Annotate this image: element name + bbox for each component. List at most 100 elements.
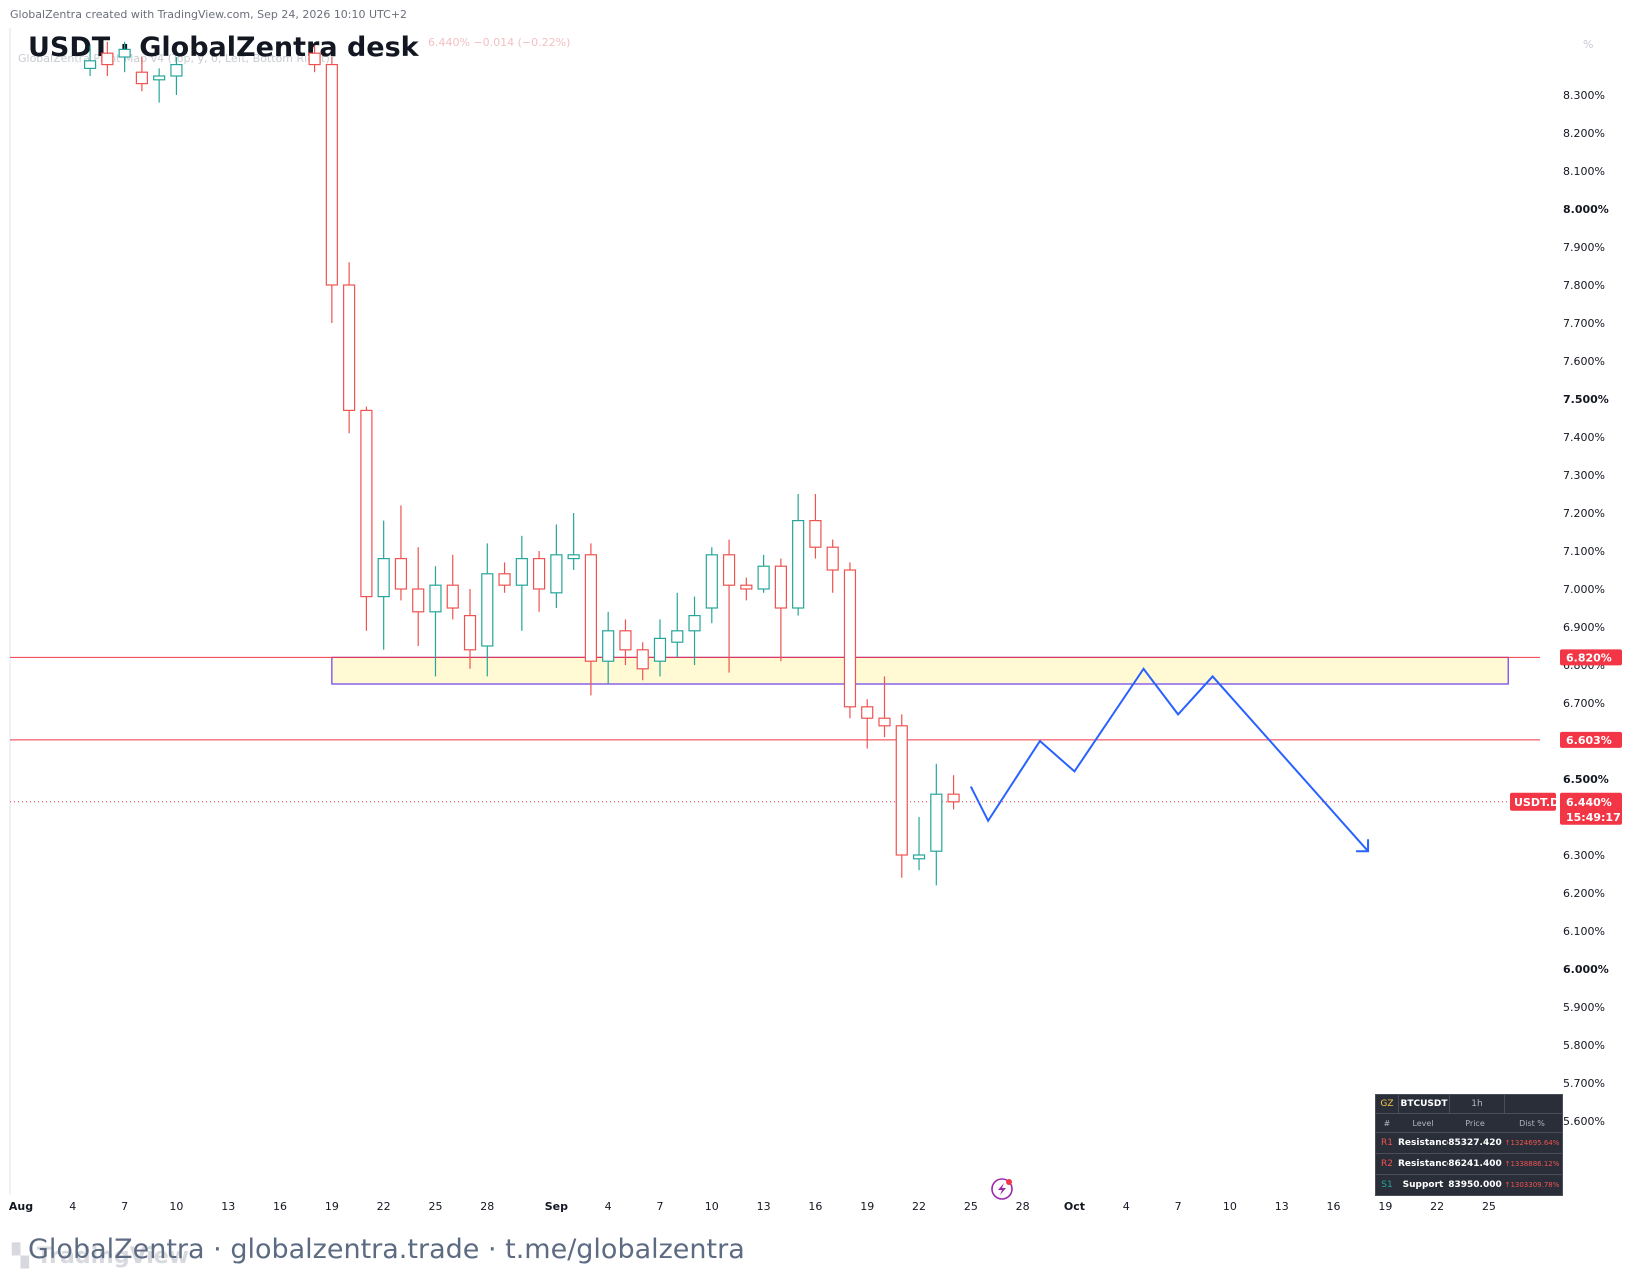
tradingview-logo: ▚ TradingView	[12, 1244, 189, 1269]
candle-body	[429, 584, 442, 613]
candle-24	[619, 619, 632, 665]
y-tick-label: 6.200%	[1563, 887, 1605, 900]
candle-body	[671, 630, 684, 643]
candle-body	[343, 284, 356, 412]
candle-body	[550, 554, 563, 594]
x-tick-label: 4	[69, 1200, 76, 1213]
candle-body	[360, 409, 373, 598]
candle-body	[930, 793, 943, 852]
candle-8	[343, 262, 356, 434]
candle-14	[446, 554, 459, 620]
y-tick-label: 5.700%	[1563, 1077, 1605, 1090]
x-tick-label: 25	[428, 1200, 442, 1213]
candle-body	[325, 63, 338, 286]
pivot-cell-id: R1	[1381, 1138, 1393, 1148]
x-tick-label: 7	[656, 1200, 663, 1213]
candle-body	[446, 584, 459, 609]
y-tick-label: 7.500%	[1563, 393, 1609, 406]
candle-body	[653, 637, 667, 662]
candle-28	[688, 596, 701, 665]
candle-layer	[83, 41, 960, 886]
x-tick-label: 4	[605, 1200, 612, 1213]
candle-body	[118, 48, 131, 58]
pivot-row-s1: S1 Support 83950.000 ↑1303309.78%	[1376, 1175, 1562, 1195]
candle-26	[653, 619, 667, 677]
time-axis[interactable]: Aug 4 7 10 13 16 19 22 25 28 Sep 4 7 10 13 16 19 22 25 28 Oc…	[9, 1200, 1496, 1213]
x-tick-label: 22	[1430, 1200, 1444, 1213]
x-tick-label: 10	[1223, 1200, 1237, 1213]
level-layer	[10, 656, 1540, 803]
y-tick-label: 7.100%	[1563, 545, 1605, 558]
symbol-tag-bg	[1510, 792, 1556, 811]
price-axis[interactable]: 8.300% 8.200% 8.100% 8.000% 7.900% 7.800% 7.70…	[1563, 89, 1609, 1128]
pivot-header-dist: Dist %	[1519, 1118, 1545, 1128]
candle-body	[584, 554, 598, 662]
symbol-tag-label: USDT.D	[1514, 796, 1559, 809]
projection-arrowhead	[1356, 839, 1370, 853]
level-tag-bg-1	[1560, 731, 1622, 748]
y-tick-label: 8.200%	[1563, 127, 1605, 140]
candle-body	[101, 52, 114, 66]
y-tick-label: 8.300%	[1563, 89, 1605, 102]
footer-links: GlobalZentra · globalzentra.trade · t.me…	[28, 1234, 745, 1265]
candle-35	[809, 494, 822, 559]
x-tick-label: 28	[480, 1200, 494, 1213]
x-tick-label: 4	[1123, 1200, 1130, 1213]
pivot-cell-id: S1	[1381, 1180, 1393, 1190]
projection-path	[969, 667, 1369, 852]
candle-12	[412, 547, 425, 646]
candle-body	[377, 557, 390, 598]
candle-body	[705, 554, 718, 609]
x-tick-label: Oct	[1064, 1200, 1085, 1213]
last-price-tag-label: 6.440%	[1566, 796, 1612, 809]
candle-body	[774, 565, 787, 609]
candle-6	[308, 45, 321, 73]
y-tick-label: 6.000%	[1563, 963, 1609, 976]
pivot-header-price: Price	[1465, 1118, 1485, 1128]
x-tick-label: 19	[325, 1200, 339, 1213]
y-tick-label: 8.000%	[1563, 203, 1609, 216]
zone-layer	[331, 656, 1509, 685]
pivot-row-r1: R1 Resistance 85327.420 ↑1324695.64%	[1376, 1133, 1562, 1154]
y-tick-label: 7.900%	[1563, 241, 1605, 254]
candle-3	[135, 57, 148, 92]
candle-7	[325, 57, 338, 323]
pivot-timeframe: 1h	[1450, 1095, 1505, 1113]
candle-23	[602, 611, 615, 684]
tradingview-logo-icon: ▚	[12, 1244, 37, 1269]
candle-body	[308, 52, 321, 66]
candle-body	[515, 557, 528, 586]
candle-body	[722, 554, 736, 586]
candle-body	[394, 557, 408, 590]
y-tick-label: 5.600%	[1563, 1115, 1605, 1128]
candle-16	[481, 543, 494, 677]
candle-15	[463, 589, 477, 669]
y-tick-label: 7.200%	[1563, 507, 1605, 520]
y-tick-label: 7.400%	[1563, 431, 1605, 444]
candle-body	[619, 630, 632, 651]
x-tick-label: 19	[1378, 1200, 1392, 1213]
candle-10	[377, 520, 390, 650]
pivot-cell-dist: ↑1324695.64%	[1504, 1139, 1560, 1147]
y-tick-label: 6.100%	[1563, 925, 1605, 938]
candle-43	[947, 775, 960, 810]
candle-0	[83, 45, 97, 76]
y-tick-label: 5.900%	[1563, 1001, 1605, 1014]
candle-32	[757, 554, 770, 593]
candle-40	[895, 714, 908, 878]
pivot-cell-dist: ↑1303309.78%	[1504, 1181, 1560, 1189]
candle-body	[567, 554, 580, 560]
lightning-bolt-icon[interactable]	[991, 1178, 1013, 1200]
x-tick-label: 10	[705, 1200, 719, 1213]
candle-33	[774, 558, 787, 662]
ghost-ohlc-legend: 6.440% −0.014 (−0.22%)	[18, 36, 570, 49]
created-line: GlobalZentra created with TradingView.co…	[10, 8, 408, 21]
candle-body	[809, 519, 822, 548]
y-tick-label: 7.300%	[1563, 469, 1605, 482]
x-tick-label: 7	[121, 1200, 128, 1213]
price-chart[interactable]: 8.300% 8.200% 8.100% 8.000% 7.900% 7.800% 7.70…	[0, 0, 1643, 1225]
x-tick-label: 16	[273, 1200, 287, 1213]
candle-5	[170, 57, 183, 95]
candle-41	[912, 817, 926, 871]
x-tick-label: 28	[1016, 1200, 1030, 1213]
